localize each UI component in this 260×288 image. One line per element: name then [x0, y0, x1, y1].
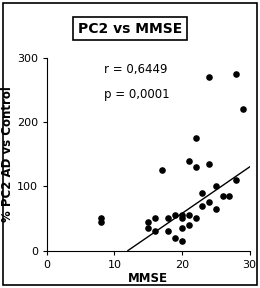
Point: [153, 229, 157, 234]
Point: [200, 203, 204, 208]
Point: [241, 107, 245, 111]
Point: [180, 213, 184, 217]
Point: [207, 161, 211, 166]
Text: r = 0,6449: r = 0,6449: [103, 63, 167, 76]
Point: [187, 213, 191, 217]
Point: [180, 226, 184, 230]
Point: [146, 219, 150, 224]
Point: [180, 216, 184, 221]
Point: [160, 168, 164, 173]
Point: [220, 194, 225, 198]
Point: [99, 216, 103, 221]
Point: [234, 177, 238, 182]
Point: [153, 216, 157, 221]
Point: [207, 200, 211, 204]
Point: [173, 213, 177, 217]
Text: p = 0,0001: p = 0,0001: [103, 88, 169, 101]
Point: [193, 216, 198, 221]
Point: [180, 238, 184, 243]
Point: [99, 219, 103, 224]
Point: [207, 75, 211, 79]
Point: [227, 194, 231, 198]
Point: [173, 235, 177, 240]
Y-axis label: % PC2 AD vs Control: % PC2 AD vs Control: [1, 86, 14, 222]
Point: [166, 229, 171, 234]
Point: [200, 190, 204, 195]
Point: [214, 206, 218, 211]
Point: [187, 158, 191, 163]
Point: [187, 223, 191, 227]
Point: [146, 226, 150, 230]
X-axis label: MMSE: MMSE: [128, 272, 168, 285]
Point: [193, 165, 198, 169]
Point: [193, 136, 198, 140]
Point: [234, 71, 238, 76]
Point: [214, 184, 218, 189]
Text: PC2 vs MMSE: PC2 vs MMSE: [78, 22, 182, 35]
Point: [166, 216, 171, 221]
